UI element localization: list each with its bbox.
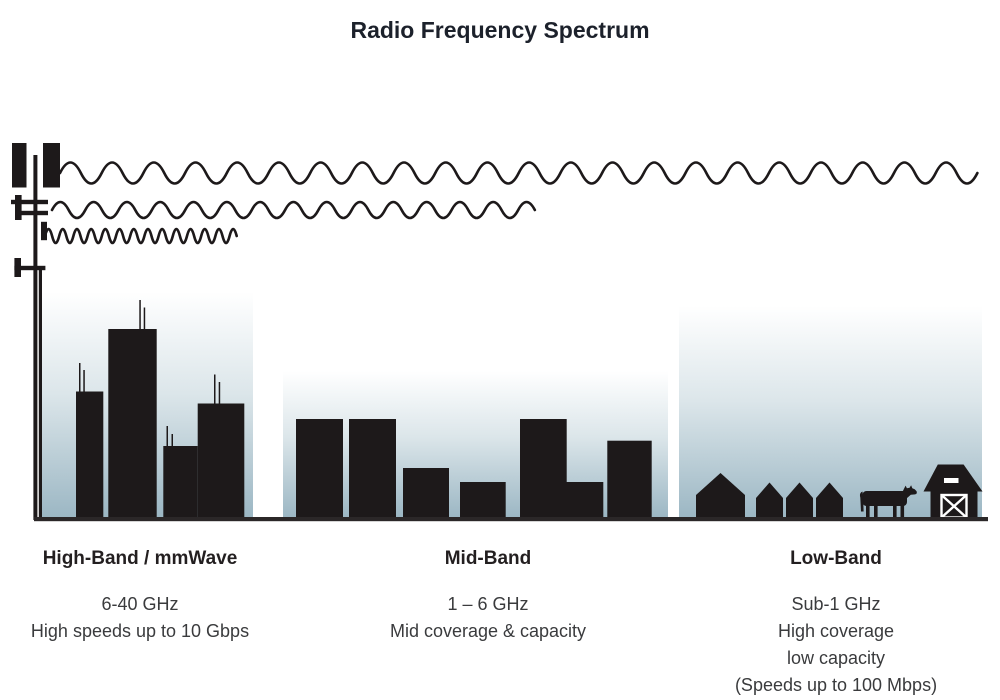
house: [816, 482, 843, 520]
rooftop-antenna: [214, 374, 216, 405]
ground-line: [34, 517, 988, 522]
band-frequency-low: Sub-1 GHz: [791, 594, 881, 614]
house: [696, 473, 745, 520]
cell-tower-icon: [11, 143, 60, 520]
building: [349, 419, 396, 520]
cow-icon: [859, 485, 917, 517]
band-description-low2: low capacity: [786, 648, 886, 668]
rooftop-antenna: [139, 300, 141, 330]
house: [756, 482, 783, 520]
low-band-long-wave-icon: [58, 161, 979, 185]
building: [520, 419, 604, 520]
low-band-houses: [696, 473, 843, 520]
band-description-high: High speeds up to 10 Gbps: [30, 621, 250, 641]
barn-loft-window: [944, 478, 959, 483]
mid-band-wave-icon: [50, 200, 537, 220]
band-description-low3: (Speeds up to 100 Mbps): [734, 675, 938, 695]
house: [786, 482, 813, 520]
band-frequency-high: 6-40 GHz: [101, 594, 179, 614]
mid-band-skyline: [296, 419, 652, 520]
rooftop-antenna: [218, 382, 221, 405]
rooftop-antenna: [83, 370, 85, 392]
rooftop-antenna: [143, 307, 146, 330]
building: [163, 446, 198, 520]
building: [607, 440, 652, 520]
band-label-high: High-Band / mmWave 6-40 GHz High speeds …: [10, 548, 270, 645]
building: [460, 482, 506, 520]
band-frequency-mid: 1 – 6 GHz: [447, 594, 529, 614]
high-band-skyline: [76, 300, 245, 521]
building: [197, 403, 245, 521]
rooftop-antenna: [79, 363, 81, 392]
rooftop-antenna: [171, 434, 173, 447]
band-name-low: Low-Band: [790, 548, 882, 569]
rooftop-antenna: [166, 426, 168, 447]
building: [76, 391, 104, 521]
building: [108, 329, 157, 520]
building: [296, 419, 343, 520]
band-name-mid: Mid-Band: [444, 548, 532, 569]
high-band-short-wave-icon: [43, 227, 238, 245]
band-label-low: Low-Band Sub-1 GHz High coverage low cap…: [696, 548, 976, 699]
band-name-high: High-Band / mmWave: [42, 548, 238, 569]
barn-icon: [923, 464, 983, 520]
building: [403, 468, 449, 520]
band-label-mid: Mid-Band 1 – 6 GHz Mid coverage & capaci…: [358, 548, 618, 645]
band-description-mid: Mid coverage & capacity: [389, 621, 587, 641]
page-title: Radio Frequency Spectrum: [350, 17, 650, 44]
band-description-low: High coverage: [777, 621, 895, 641]
